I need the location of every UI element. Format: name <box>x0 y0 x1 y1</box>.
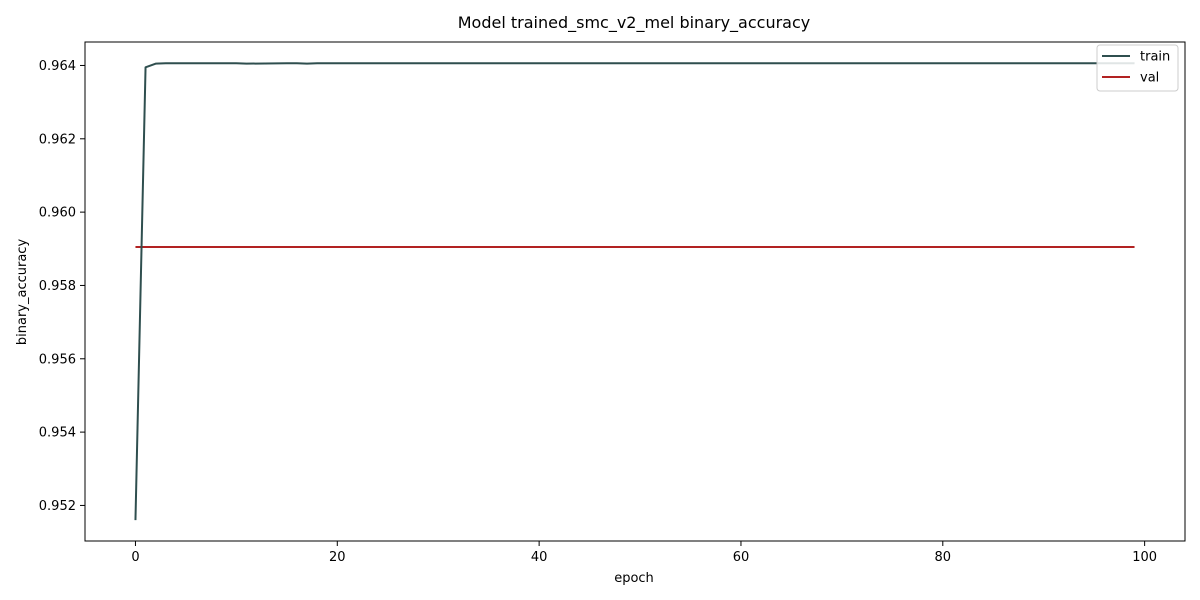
y-tick-label: 0.956 <box>39 352 76 367</box>
x-tick-label: 40 <box>531 550 548 565</box>
y-axis-label: binary_accuracy <box>15 239 30 346</box>
y-tick-label: 0.952 <box>39 499 76 514</box>
chart-title: Model trained_smc_v2_mel binary_accuracy <box>458 13 810 33</box>
y-tick-label: 0.954 <box>39 426 76 441</box>
y-tick-label: 0.962 <box>39 132 76 147</box>
legend-label-train: train <box>1140 50 1170 65</box>
x-axis-label: epoch <box>614 571 654 586</box>
plot-frame <box>84 41 1186 542</box>
x-tick-label: 60 <box>733 550 750 565</box>
series-line-train <box>134 62 1135 521</box>
x-tick-label: 20 <box>329 550 346 565</box>
x-tick-label: 0 <box>131 550 139 565</box>
x-tick-label: 80 <box>935 550 952 565</box>
x-tick-label: 100 <box>1132 550 1157 565</box>
y-tick-label: 0.958 <box>39 279 76 294</box>
legend-label-val: val <box>1140 71 1159 86</box>
y-tick-label: 0.960 <box>39 206 76 221</box>
y-tick-label: 0.964 <box>39 59 76 74</box>
